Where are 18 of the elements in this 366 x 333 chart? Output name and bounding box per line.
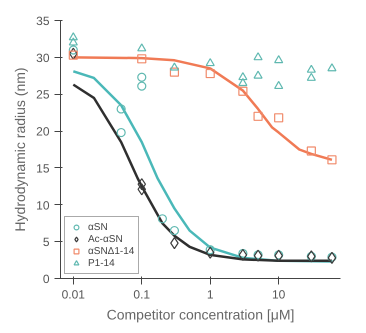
y-tick-label: 5 bbox=[42, 235, 50, 250]
y-tick-label: 35 bbox=[36, 14, 50, 28]
y-tick-label: 25 bbox=[36, 88, 50, 102]
y-tick-label: 10 bbox=[36, 198, 50, 212]
legend-label: αSN bbox=[88, 222, 108, 232]
x-axis-title: Competitor concentration [μM] bbox=[106, 306, 294, 322]
x-tick-label: 0.01 bbox=[62, 288, 86, 302]
x-tick-label: 1 bbox=[206, 288, 214, 302]
y-tick-label: 30 bbox=[36, 50, 50, 65]
x-tick-label: 10 bbox=[272, 288, 286, 302]
y-tick-label: 15 bbox=[36, 161, 50, 176]
legend-label: Ac-αSN bbox=[88, 234, 123, 244]
y-tick-label: 20 bbox=[36, 124, 50, 139]
x-tick-label: 0.1 bbox=[133, 288, 150, 302]
legend-label: P1-14 bbox=[88, 258, 115, 268]
y-tick-label: 0 bbox=[42, 272, 50, 286]
y-axis-title: Hydrodynamic radius (nm) bbox=[12, 67, 28, 232]
legend-label: αSNΔ1-14 bbox=[88, 246, 134, 256]
